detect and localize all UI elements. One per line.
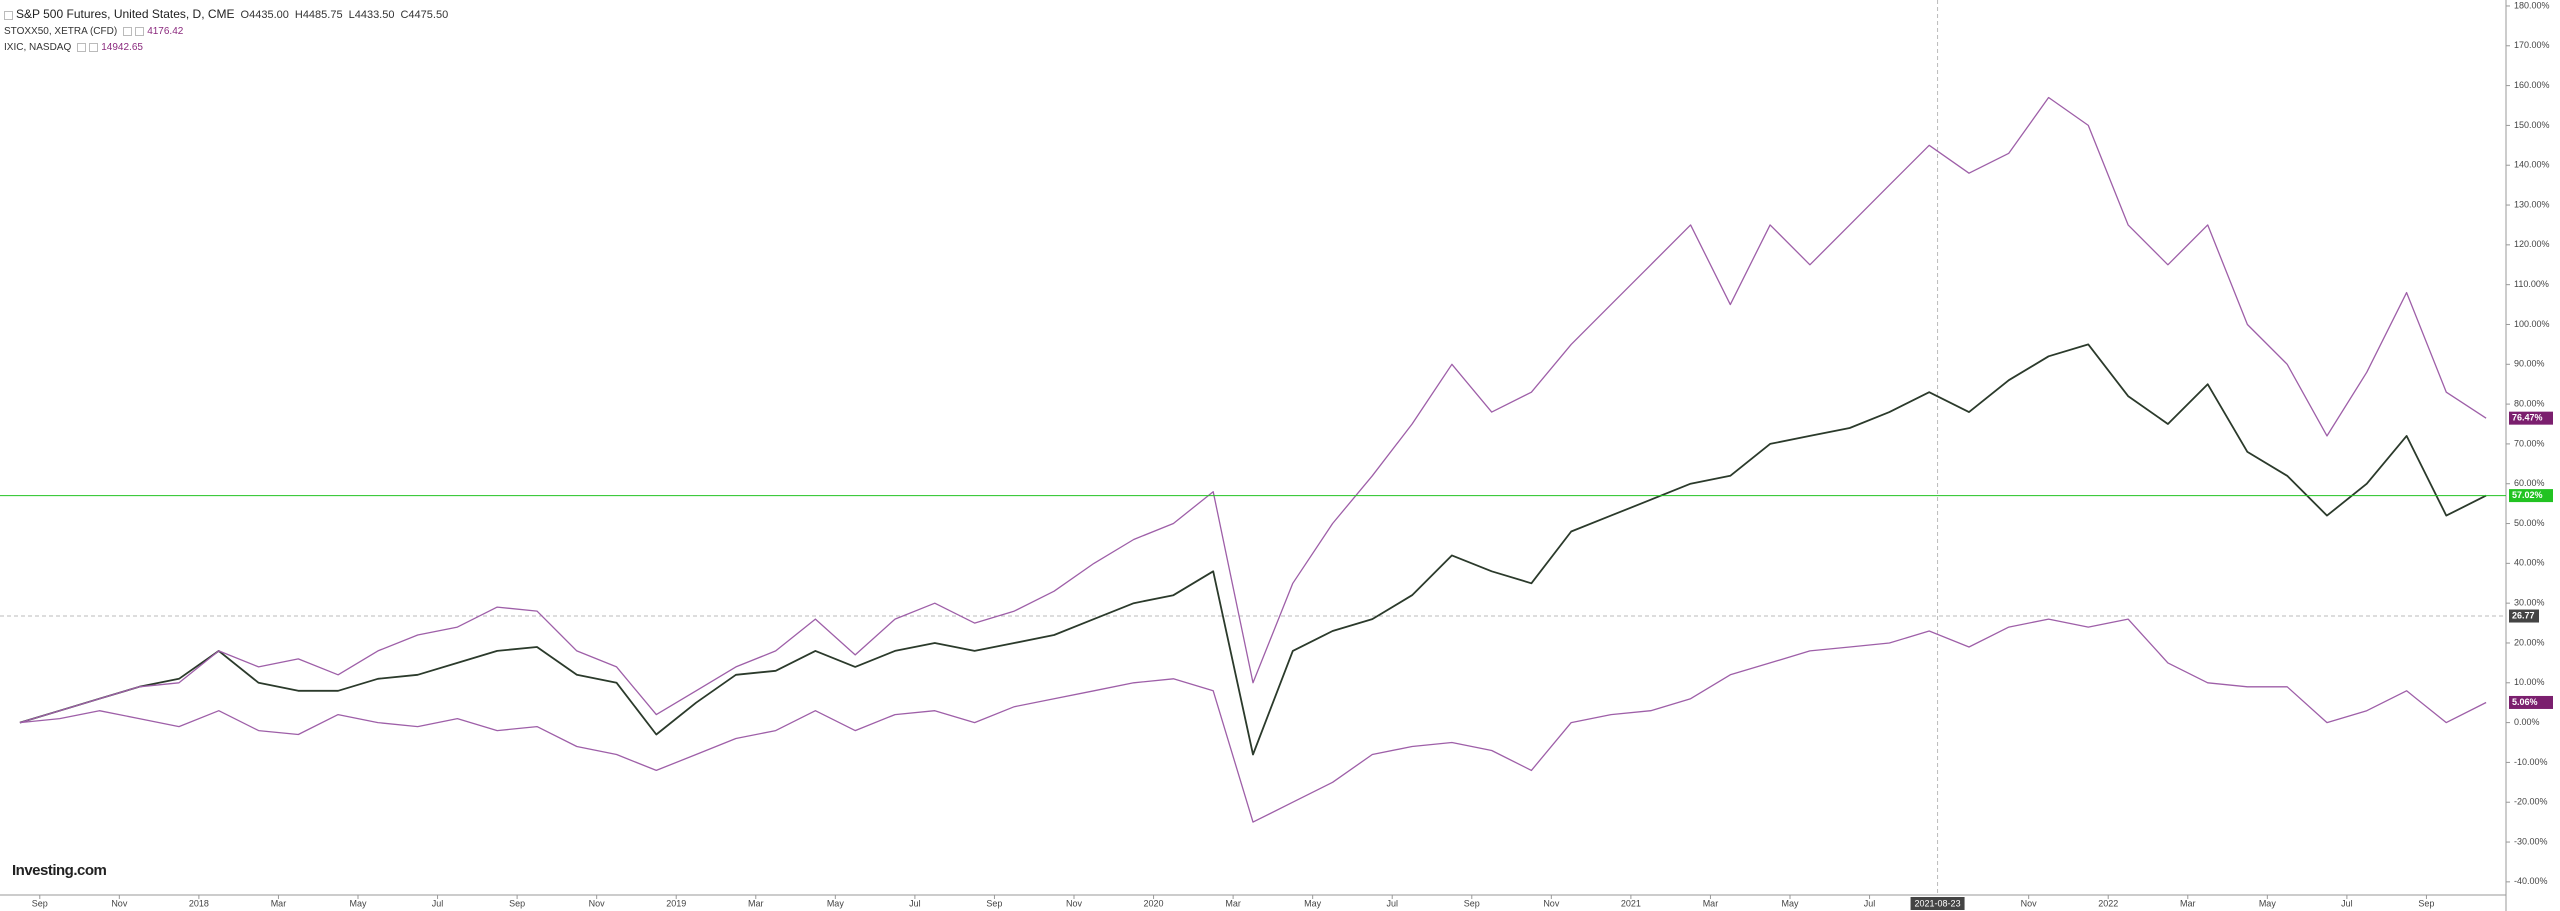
x-tick-label: Sep: [1464, 898, 1480, 908]
x-tick-label: Jul: [909, 898, 921, 908]
legend: S&P 500 Futures, United States, D, CME O4…: [4, 6, 454, 56]
crosshair-x-badge: [1910, 897, 1965, 910]
y-tick-label: 10.00%: [2514, 677, 2545, 687]
x-tick-label: Sep: [2418, 898, 2434, 908]
x-tick-label: 2021: [1621, 898, 1641, 908]
y-tick-label: 180.00%: [2514, 0, 2550, 10]
last-value-badge: [2509, 695, 2553, 709]
x-tick-label: Mar: [2180, 898, 2196, 908]
x-tick-label: Nov: [1066, 898, 1083, 908]
x-tick-label: Sep: [986, 898, 1002, 908]
series-name[interactable]: S&P 500 Futures, United States, D, CME: [16, 7, 235, 21]
y-tick-label: 110.00%: [2514, 279, 2549, 289]
last-value-badge: [2509, 489, 2553, 503]
x-tick-label: May: [827, 898, 845, 908]
x-tick-label: Nov: [2021, 898, 2038, 908]
series-line: [19, 343, 2487, 756]
last-value-badge: [2509, 411, 2553, 425]
series-line: [19, 618, 2487, 823]
y-tick-label: 150.00%: [2514, 120, 2550, 130]
brand-logo: Investing.com: [12, 862, 107, 879]
last-value-label: 5.06%: [2512, 697, 2538, 707]
x-tick-label: Sep: [509, 898, 525, 908]
y-tick-label: 20.00%: [2514, 637, 2545, 647]
x-tick-label: May: [2259, 898, 2277, 908]
y-tick-label: 50.00%: [2514, 518, 2545, 528]
x-tick-label: Nov: [589, 898, 606, 908]
y-tick-label: 130.00%: [2514, 199, 2550, 209]
y-tick-label: -20.00%: [2514, 797, 2548, 807]
last-value-label: 57.02%: [2512, 490, 2543, 500]
legend-row: S&P 500 Futures, United States, D, CME O4…: [4, 6, 454, 24]
crosshair-y-label: 26.77: [2512, 610, 2535, 620]
quote: H4485.75: [294, 9, 343, 21]
crosshair-y-badge: [2509, 609, 2539, 623]
y-tick-label: 90.00%: [2514, 359, 2545, 369]
y-tick-label: 140.00%: [2514, 160, 2550, 170]
quote: C4475.50: [400, 9, 449, 21]
quote: 4176.42: [147, 26, 184, 37]
y-tick-label: -10.00%: [2514, 757, 2548, 767]
y-tick-label: 160.00%: [2514, 80, 2550, 90]
x-tick-label: May: [349, 898, 367, 908]
last-value-label: 76.47%: [2512, 413, 2543, 423]
x-tick-label: Jul: [432, 898, 444, 908]
x-tick-label: Mar: [748, 898, 764, 908]
y-tick-label: 170.00%: [2514, 40, 2550, 50]
quote: L4433.50: [348, 9, 395, 21]
x-tick-label: May: [1781, 898, 1799, 908]
x-tick-label: May: [1304, 898, 1322, 908]
y-tick-label: 40.00%: [2514, 558, 2545, 568]
x-tick-label: Mar: [1703, 898, 1719, 908]
y-tick-label: 100.00%: [2514, 319, 2550, 329]
y-tick-label: 30.00%: [2514, 598, 2545, 608]
y-tick-label: -30.00%: [2514, 836, 2548, 846]
x-tick-label: Jul: [1386, 898, 1398, 908]
series-name[interactable]: STOXX50, XETRA (CFD): [4, 26, 118, 37]
y-tick-label: -40.00%: [2514, 876, 2548, 886]
x-tick-label: Jul: [2341, 898, 2353, 908]
x-tick-label: Mar: [271, 898, 287, 908]
y-tick-label: 60.00%: [2514, 478, 2545, 488]
quote: O4435.00: [240, 9, 289, 21]
legend-row: IXIC, NASDAQ 14942.65: [4, 40, 454, 56]
x-tick-label: Sep: [32, 898, 48, 908]
x-tick-label: 2019: [666, 898, 686, 908]
series-name[interactable]: IXIC, NASDAQ: [4, 42, 72, 53]
x-tick-label: Nov: [1543, 898, 1560, 908]
x-tick-label: Nov: [111, 898, 128, 908]
y-tick-label: 0.00%: [2514, 717, 2540, 727]
series-line: [19, 96, 2487, 724]
quote: 14942.65: [101, 42, 143, 53]
x-tick-label: Jul: [1864, 898, 1876, 908]
x-tick-label: Mar: [1225, 898, 1241, 908]
y-tick-label: 120.00%: [2514, 239, 2550, 249]
x-tick-label: 2022: [2098, 898, 2118, 908]
legend-row: STOXX50, XETRA (CFD) 4176.42: [4, 24, 454, 40]
x-tick-label: 2020: [1144, 898, 1164, 908]
x-tick-label: 2018: [189, 898, 209, 908]
y-tick-label: 80.00%: [2514, 398, 2545, 408]
crosshair-x-label: 2021-08-23: [1915, 898, 1961, 908]
y-tick-label: 70.00%: [2514, 438, 2545, 448]
